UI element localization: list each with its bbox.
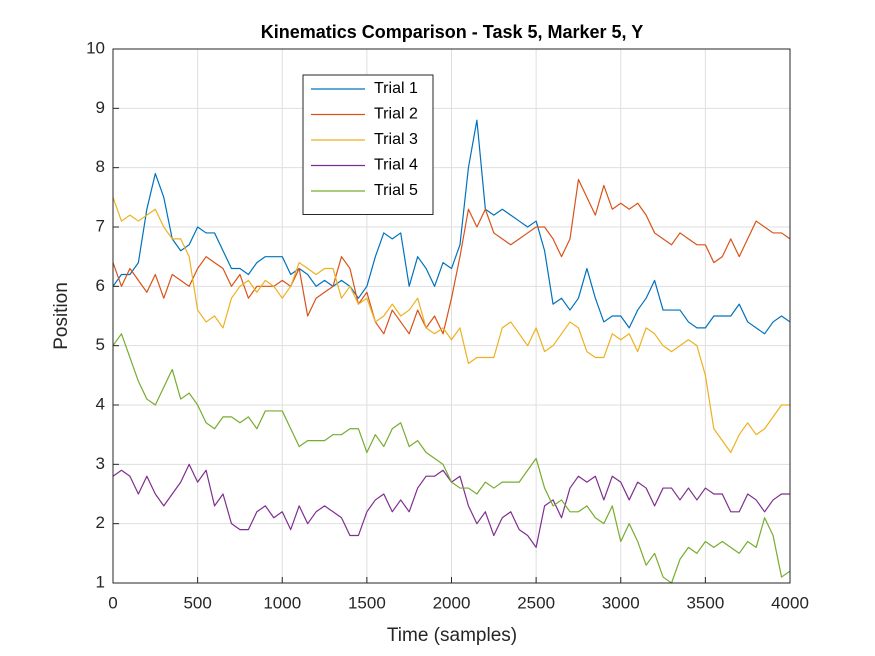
- x-tick-label: 1000: [263, 593, 301, 612]
- series-line: [112, 197, 790, 454]
- y-tick-label: 4: [96, 394, 105, 413]
- plot-lines: [112, 119, 791, 584]
- x-tick-label: 0: [108, 593, 117, 612]
- y-axis-label: Position: [51, 282, 72, 350]
- x-tick-label: 500: [183, 593, 211, 612]
- chart-title: Kinematics Comparison - Task 5, Marker 5…: [261, 22, 643, 42]
- x-tick-label: 3500: [686, 593, 724, 612]
- legend: Trial 1 Trial 2 Trial 3 Trial 4 Trial 5: [302, 74, 434, 215]
- legend-label: Trial 4: [374, 157, 418, 174]
- x-axis-label: Time (samples): [387, 625, 517, 646]
- y-tick-label: 6: [96, 276, 105, 295]
- series-line: [112, 333, 791, 584]
- legend-label: Trial 3: [374, 131, 418, 148]
- y-tick-label: 1: [96, 572, 105, 591]
- axes-box: [112, 48, 791, 584]
- y-tick-label: 8: [96, 157, 105, 176]
- legend-label: Trial 5: [374, 182, 418, 199]
- y-tick-label: 2: [96, 513, 105, 532]
- y-tick-label: 9: [96, 98, 105, 117]
- x-tick-label: 2500: [517, 593, 555, 612]
- series-line: [112, 178, 791, 335]
- y-tick-label: 10: [86, 38, 105, 57]
- x-tick-label: 2000: [433, 593, 471, 612]
- grid: [112, 48, 791, 584]
- y-tick-label: 5: [96, 335, 105, 354]
- axes: 0 500 1000 1500 2000 2500 3000 3500 4000 1 2 3 4 5 6 7 8…: [86, 38, 809, 612]
- x-tick-label: 1500: [348, 593, 386, 612]
- y-tick-label: 3: [96, 454, 105, 473]
- x-tick-label: 3000: [602, 593, 640, 612]
- series-line: [112, 119, 791, 335]
- y-tick-label: 7: [96, 216, 105, 235]
- x-tick-label: 4000: [771, 593, 809, 612]
- legend-label: Trial 2: [374, 106, 418, 123]
- legend-label: Trial 1: [374, 80, 418, 97]
